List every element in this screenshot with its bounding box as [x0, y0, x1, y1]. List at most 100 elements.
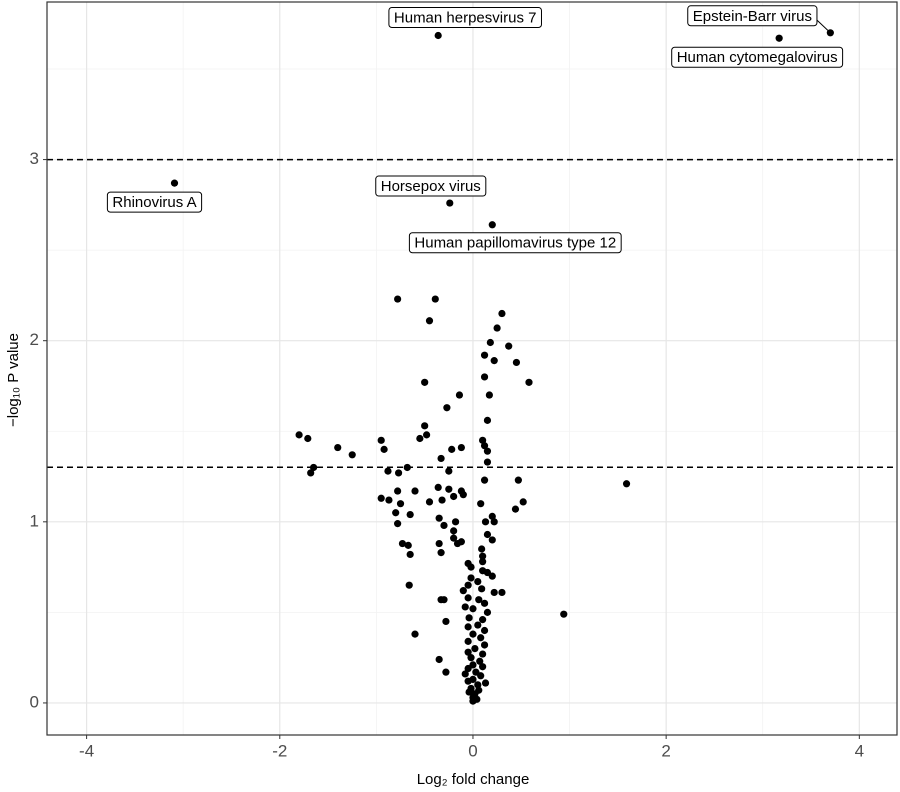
point: [405, 581, 413, 589]
point: [480, 599, 489, 607]
x-tick-label: -2: [272, 741, 287, 760]
point-label: Human papillomavirus type 12: [414, 235, 616, 252]
point: [309, 463, 318, 472]
point: [479, 616, 487, 624]
point: [461, 603, 469, 611]
point: [459, 587, 467, 595]
point: [493, 324, 501, 332]
point: [435, 539, 443, 548]
point: [479, 436, 487, 444]
point: [380, 445, 388, 453]
point: [480, 641, 489, 649]
point: [622, 480, 631, 488]
point: [483, 416, 492, 424]
point: [348, 451, 356, 459]
point: [307, 469, 315, 477]
point: [488, 221, 496, 229]
point: [475, 596, 483, 604]
point: [406, 510, 414, 519]
point: [483, 608, 492, 616]
y-tick-label: 0: [30, 692, 39, 711]
point-label: Horsepox virus: [381, 178, 481, 195]
point: [406, 550, 414, 559]
point: [480, 476, 489, 484]
point: [451, 518, 460, 526]
x-tick-label: 2: [661, 741, 670, 760]
point: [437, 454, 445, 463]
point: [488, 572, 496, 580]
x-tick-label: 4: [855, 741, 864, 760]
point: [498, 309, 506, 318]
point: [481, 518, 490, 526]
point: [474, 681, 482, 689]
point: [416, 434, 424, 443]
point: [437, 549, 445, 557]
point: [446, 199, 454, 207]
point: [394, 295, 402, 303]
point: [425, 498, 434, 506]
label-box: [687, 5, 818, 27]
point: [450, 534, 458, 542]
point: [480, 373, 489, 381]
point: [394, 520, 402, 528]
point: [453, 539, 462, 548]
x-axis-title: Log₂ fold change: [417, 771, 530, 788]
point: [514, 476, 522, 484]
point: [467, 563, 475, 571]
point: [425, 317, 434, 325]
point: [471, 645, 479, 653]
point: [459, 491, 467, 499]
point: [490, 357, 498, 365]
point: [457, 443, 465, 452]
point: [396, 500, 405, 508]
point: [525, 378, 533, 386]
point: [498, 588, 506, 597]
x-tick-label: -4: [79, 741, 94, 760]
point: [411, 487, 419, 495]
point: [334, 443, 342, 452]
point: [421, 422, 429, 430]
label-box: [408, 232, 622, 254]
point: [385, 496, 393, 504]
label-box: [671, 46, 844, 68]
point: [465, 688, 473, 696]
point: [464, 677, 472, 685]
point: [826, 29, 834, 37]
point: [478, 585, 486, 593]
point: [474, 577, 482, 586]
point: [560, 610, 568, 618]
point: [411, 630, 419, 638]
point: [464, 581, 472, 589]
point: [483, 447, 492, 455]
point: [437, 596, 445, 604]
point: [479, 552, 487, 560]
point: [490, 588, 498, 597]
point: [519, 498, 527, 506]
point: [488, 512, 496, 520]
point: [474, 621, 482, 629]
label-box: [375, 175, 487, 197]
point: [384, 467, 392, 475]
point: [442, 617, 450, 626]
point: [461, 670, 469, 678]
point: [479, 558, 487, 566]
y-tick-label: 3: [30, 149, 39, 168]
point: [479, 663, 487, 671]
point: [464, 648, 472, 656]
point: [505, 342, 513, 350]
point: [467, 574, 475, 582]
point-label: Human herpesvirus 7: [394, 9, 537, 26]
point: [464, 637, 472, 645]
point: [295, 431, 303, 439]
point: [403, 463, 411, 472]
point: [377, 436, 385, 444]
point: [477, 672, 485, 680]
point: [483, 458, 492, 466]
point: [485, 391, 493, 399]
point: [398, 539, 407, 548]
point: [434, 31, 442, 40]
point: [450, 527, 458, 535]
point: [465, 614, 473, 622]
point: [469, 605, 477, 613]
point: [477, 500, 485, 508]
